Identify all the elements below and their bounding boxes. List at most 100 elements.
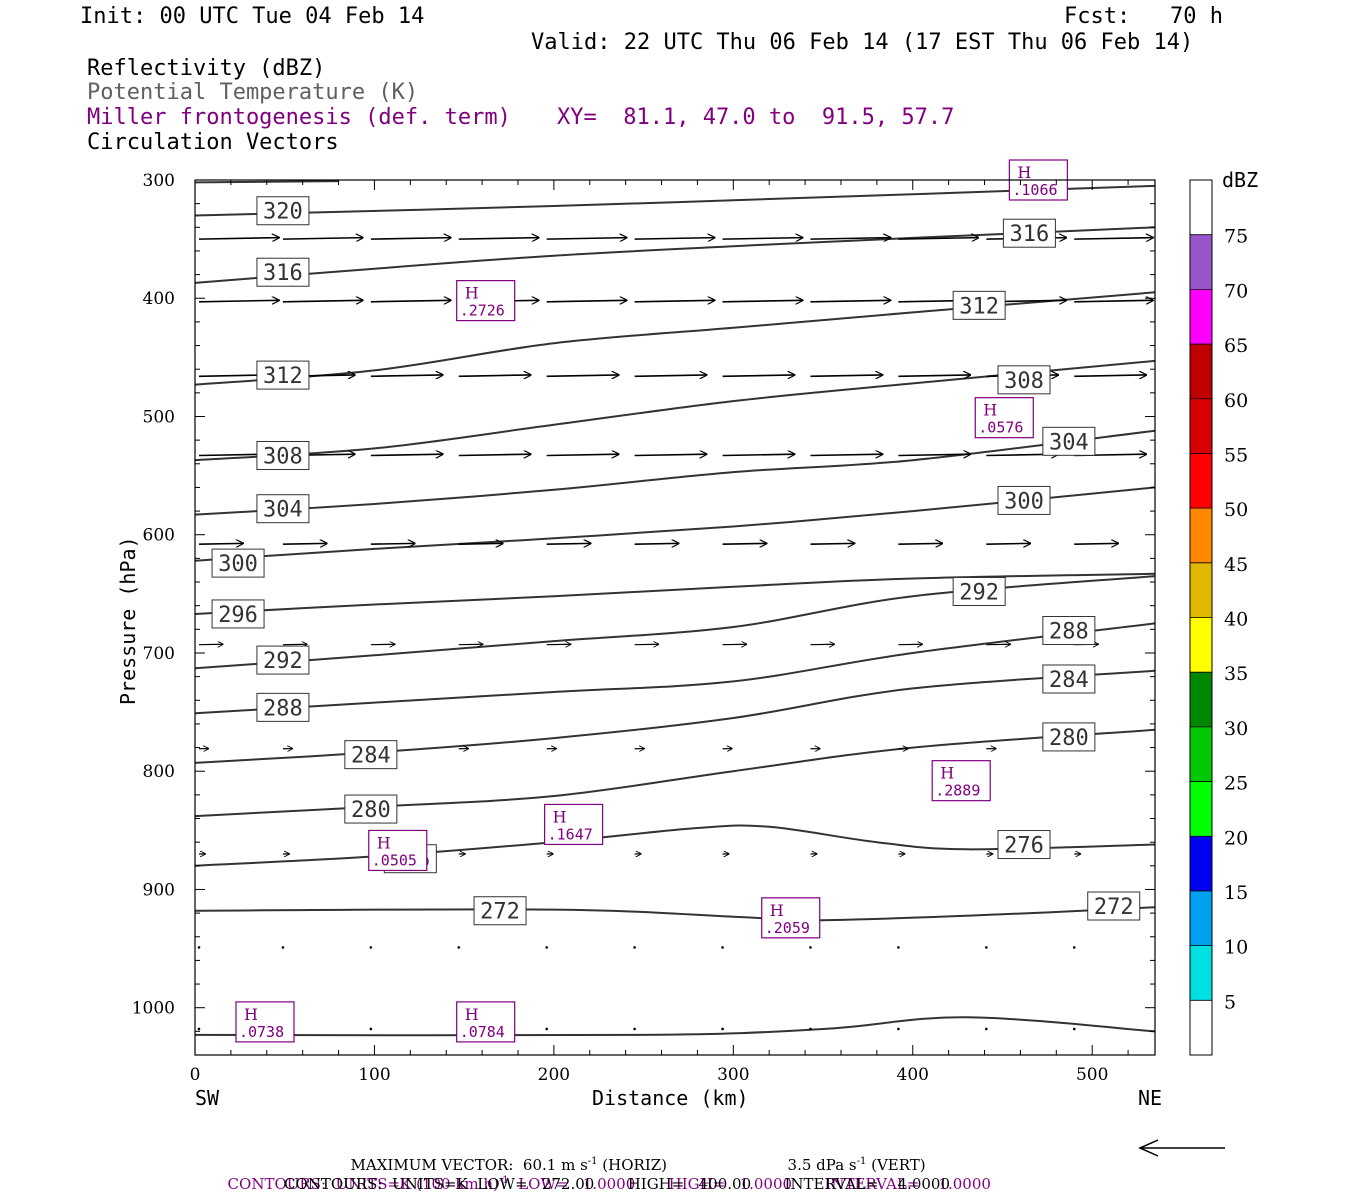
colorbar-segment <box>1190 945 1212 1001</box>
contour-labels: 3203163163123123083083043043003002962922… <box>211 196 1141 926</box>
circulation-vector <box>898 238 978 240</box>
vector-dot <box>809 1027 812 1031</box>
contour-label-304: 304 <box>263 498 303 523</box>
circulation-vector <box>898 454 970 455</box>
circulation-vector <box>458 543 503 544</box>
contour-label-304: 304 <box>1049 430 1089 455</box>
circulation-vector <box>634 543 679 544</box>
contour-label-box <box>1042 426 1096 456</box>
frontogenesis-high-box <box>544 803 604 846</box>
contour-label-box <box>1042 616 1096 646</box>
contour-label-box <box>1087 891 1141 921</box>
x-tick-label: 400 <box>897 1065 929 1085</box>
contour-label-box <box>211 548 265 578</box>
circulation-vector <box>810 543 854 544</box>
colorbar-level-label: 25 <box>1224 773 1248 795</box>
theta-contour-280 <box>194 728 1156 818</box>
contour-label-276: 276 <box>1004 834 1044 859</box>
frontogenesis-high-value: .1066 <box>1012 181 1057 199</box>
contours1-prefix: CONTOURS: UNITS=K (100 km h) <box>227 1175 499 1193</box>
contour-label-300: 300 <box>218 552 258 577</box>
circulation-vector <box>546 238 627 240</box>
field-frontogenesis: Miller frontogenesis (def. term) <box>87 105 511 130</box>
vector-dot <box>197 946 201 949</box>
field-potential-temperature: Potential Temperature (K) <box>87 80 419 105</box>
y-tick-label: 1000 <box>132 999 175 1019</box>
colorbar-segment <box>1190 234 1212 290</box>
max-vector-vert-info: 3.5 dPa s-1 (VERT) <box>778 1138 926 1174</box>
frontogenesis-high-letter: H <box>983 401 997 420</box>
colorbar-segment <box>1190 1000 1212 1055</box>
circulation-vector <box>198 238 279 240</box>
contour-label-280: 280 <box>1049 726 1089 751</box>
max-vector-vert: 3.5 dPa s <box>787 1156 857 1174</box>
circulation-vector <box>546 300 627 302</box>
field-circulation-vectors: Circulation Vectors <box>87 130 339 155</box>
x-tick-label: 300 <box>717 1065 749 1085</box>
vector-dot <box>545 1027 549 1031</box>
circulation-vectors <box>197 238 1153 1031</box>
x-tick-label: 500 <box>1076 1065 1108 1085</box>
theta-contour-288 <box>194 622 1156 715</box>
contour-label-292: 292 <box>263 649 303 674</box>
y-tick-label: 600 <box>143 526 175 546</box>
vector-dot <box>897 946 900 949</box>
frontogenesis-high-letter: H <box>553 807 567 826</box>
colorbar-segment <box>1190 781 1212 837</box>
colorbar-level-label: 70 <box>1224 280 1248 302</box>
circulation-vector <box>722 238 803 240</box>
y-tick-label: 800 <box>143 762 175 782</box>
contour-label-box <box>256 196 310 226</box>
contour-label-box <box>256 494 310 524</box>
colorbar-segment <box>1190 836 1212 891</box>
circulation-vector <box>634 454 707 455</box>
circulation-vector <box>898 543 942 544</box>
frontogenesis-high-box <box>235 1001 295 1043</box>
frontogenesis-high-box <box>456 1001 516 1043</box>
frontogenesis-high-value: .2726 <box>460 302 505 320</box>
circulation-vector <box>370 238 451 240</box>
vector-dot <box>985 1027 988 1031</box>
frontogenesis-high-box <box>456 280 516 322</box>
contour-label-box <box>952 290 1006 320</box>
contour-label-box <box>256 257 310 287</box>
circulation-vector <box>282 300 363 302</box>
circulation-vector <box>370 454 443 455</box>
circulation-vector <box>722 300 803 302</box>
theta-contour-0 <box>194 1016 1156 1037</box>
contour-label-box <box>256 360 310 390</box>
colorbar-level-label: 35 <box>1224 663 1248 685</box>
colorbar-segment <box>1190 890 1212 946</box>
frontogenesis-high-letter: H <box>940 764 954 783</box>
vector-dot <box>369 946 373 949</box>
colorbar-segment <box>1190 508 1212 563</box>
reference-vector <box>1138 1139 1225 1157</box>
theta-contour-296 <box>194 572 1156 615</box>
y-tick-label: 400 <box>143 289 175 309</box>
frontogenesis-high-letter: H <box>1017 163 1031 182</box>
x-axis-title: Distance (km) <box>592 1086 749 1110</box>
theta-contours <box>194 180 1156 1037</box>
colorbar: 5 10 15 20 25 30 35 40 45 50 55 60 65 70 75 <box>1189 179 1248 1056</box>
circulation-vector <box>1074 543 1118 544</box>
circulation-vector <box>1074 300 1153 302</box>
colorbar-level-label: 30 <box>1224 718 1248 740</box>
forecast-hour: Fcst: 70 h <box>1064 4 1223 29</box>
field-reflectivity: Reflectivity (dBZ) <box>87 56 326 81</box>
contour-label-box <box>997 830 1051 860</box>
colorbar-level-label: 55 <box>1224 444 1248 466</box>
colorbar-segment <box>1190 562 1212 618</box>
max-vector-horiz-exp: -1 <box>587 1156 598 1167</box>
frontogenesis-high-letter: H <box>465 1005 479 1024</box>
contour-label-312: 312 <box>959 294 999 319</box>
circulation-vector <box>458 454 531 455</box>
frontogenesis-high-box <box>761 897 821 939</box>
contour-label-296: 296 <box>218 603 258 628</box>
vector-dot <box>633 946 636 949</box>
frontogenesis-high-letter: H <box>377 833 391 852</box>
contour-label-300: 300 <box>1004 489 1044 514</box>
vector-dot <box>897 1027 900 1031</box>
x-tick-label: 0 <box>190 1065 201 1085</box>
colorbar-segment <box>1190 617 1212 673</box>
